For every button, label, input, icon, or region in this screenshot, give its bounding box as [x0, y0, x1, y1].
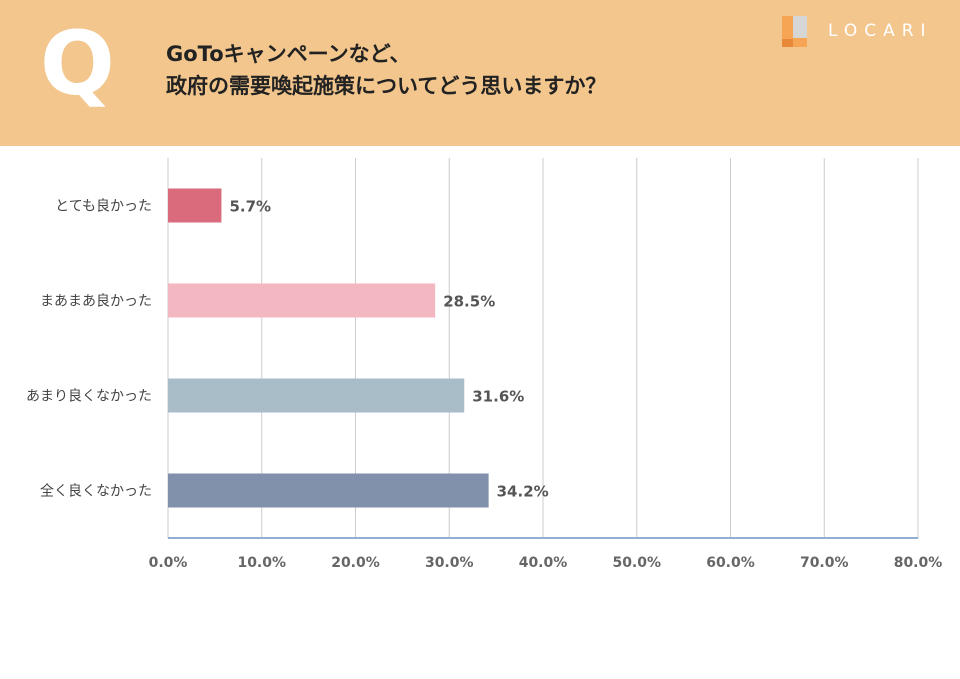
- category-label: 全く良くなかった: [40, 483, 152, 500]
- category-label: まあまあ良かった: [40, 294, 152, 310]
- x-tick-label: 70.0%: [800, 555, 849, 571]
- data-label: 31.6%: [472, 388, 524, 406]
- x-tick-label: 30.0%: [425, 555, 474, 571]
- chart-x-tick-labels: 0.0% 10.0% 20.0% 30.0% 40.0% 50.0% 60.0% 70.0% 8…: [149, 555, 943, 571]
- category-label: とても良かった: [55, 199, 152, 215]
- logo-text: LOCARI: [828, 21, 933, 41]
- data-label: 5.7%: [229, 198, 271, 216]
- chart-bars: [168, 188, 489, 508]
- category-label: あまり良くなかった: [26, 389, 152, 405]
- q-mark: Q: [40, 12, 115, 115]
- x-tick-label: 10.0%: [237, 555, 286, 571]
- locari-logo-icon: [782, 16, 807, 47]
- question-title: GoToキャンペーンなど、 政府の需要喚起施策についてどう思いますか？: [166, 38, 606, 102]
- x-tick-label: 0.0%: [149, 555, 188, 571]
- x-tick-label: 80.0%: [894, 555, 943, 571]
- question-title-line-2: 政府の需要喚起施策についてどう思いますか？: [166, 74, 607, 98]
- data-label: 34.2%: [497, 483, 549, 501]
- bar: [168, 473, 489, 508]
- question-title-line-1: GoToキャンペーンなど、: [166, 42, 411, 66]
- x-tick-label: 20.0%: [331, 555, 380, 571]
- chart-data-labels: 5.7% 28.5% 31.6% 34.2%: [229, 198, 548, 501]
- bar: [168, 188, 222, 223]
- bar: [168, 283, 436, 318]
- x-tick-label: 50.0%: [612, 555, 661, 571]
- x-tick-label: 60.0%: [706, 555, 755, 571]
- question-header: Q GoToキャンペーンなど、 政府の需要喚起施策についてどう思いますか？ LO…: [0, 0, 960, 146]
- bar: [168, 378, 465, 413]
- data-label: 28.5%: [443, 293, 495, 311]
- locari-logo: LOCARI: [780, 14, 940, 54]
- x-tick-label: 40.0%: [519, 555, 568, 571]
